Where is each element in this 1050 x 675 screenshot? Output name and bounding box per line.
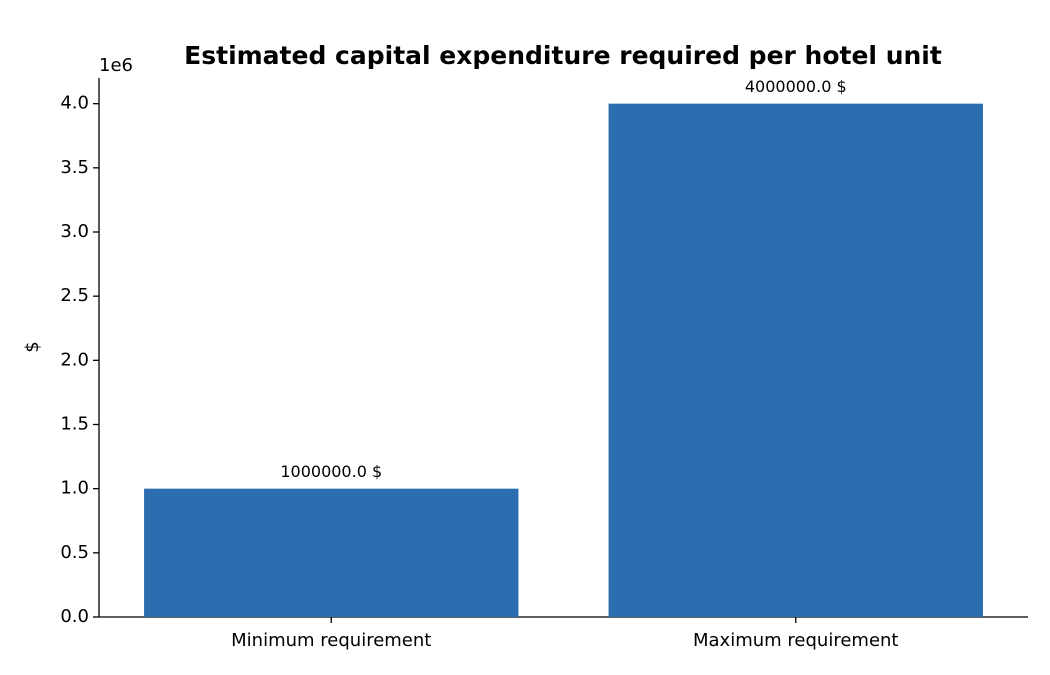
y-tick-label: 3.0 (60, 221, 89, 242)
chart-title: Estimated capital expenditure required p… (184, 41, 942, 70)
y-tick-label: 1.5 (60, 414, 89, 435)
x-tick-label: Minimum requirement (231, 630, 431, 651)
y-tick-label: 0.0 (60, 606, 89, 627)
y-axis-label: $ (22, 341, 43, 352)
x-tick-label: Maximum requirement (693, 630, 898, 651)
bar (144, 488, 519, 617)
y-tick-label: 4.0 (60, 93, 89, 114)
y-offset-text: 1e6 (99, 55, 133, 76)
y-tick-label: 1.0 (60, 478, 89, 499)
y-tick-label: 0.5 (60, 542, 89, 563)
y-tick-label: 2.5 (60, 285, 89, 306)
value-label: 1000000.0 $ (280, 462, 382, 481)
y-tick-label: 3.5 (60, 157, 89, 178)
value-label: 4000000.0 $ (745, 77, 847, 96)
bar (608, 103, 983, 617)
y-tick-label: 2.0 (60, 349, 89, 370)
